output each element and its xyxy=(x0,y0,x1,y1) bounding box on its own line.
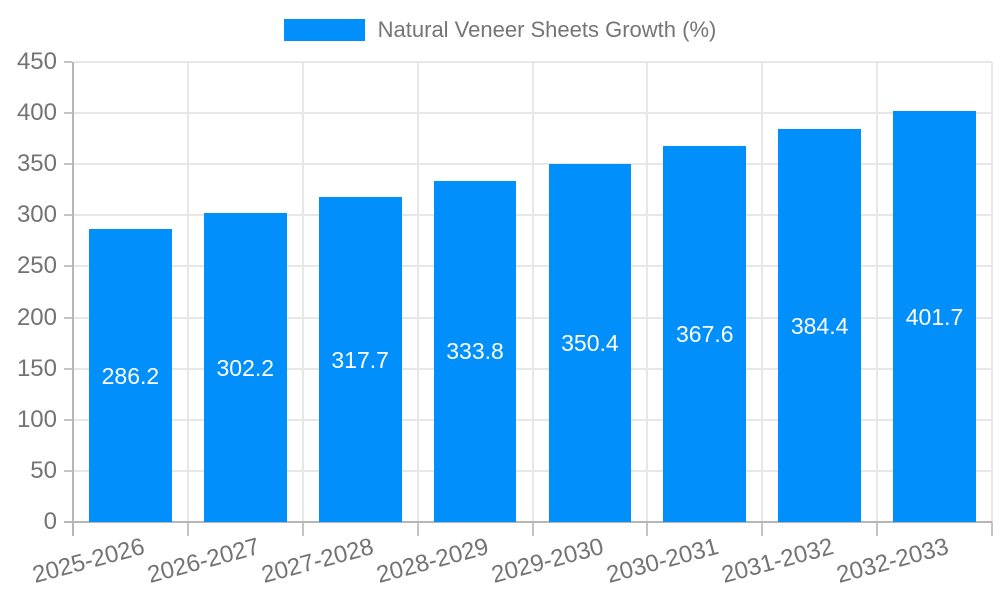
y-axis-tick-label: 0 xyxy=(43,508,57,535)
legend: Natural Veneer Sheets Growth (%) xyxy=(0,17,1000,43)
y-axis-tick-label: 450 xyxy=(16,48,57,75)
y-axis-tick xyxy=(64,61,72,63)
x-axis-tick xyxy=(761,522,764,536)
x-axis-tick xyxy=(876,522,879,536)
bar[interactable] xyxy=(203,213,287,522)
gridline-vertical xyxy=(761,62,764,522)
bar-value-label: 286.2 xyxy=(101,362,160,389)
y-axis-tick xyxy=(64,112,72,115)
y-axis-tick-label: 350 xyxy=(16,150,57,178)
x-axis-tick xyxy=(646,522,649,536)
gridline-vertical xyxy=(991,62,993,522)
y-axis-tick-label: 300 xyxy=(16,201,57,229)
x-axis-label: 2028-2029 xyxy=(373,533,492,589)
x-axis-label: 2030-2031 xyxy=(603,533,722,589)
gridline-vertical xyxy=(301,62,304,522)
bar-value-label: 317.7 xyxy=(331,346,389,373)
x-axis-tick xyxy=(416,522,419,536)
y-axis-tick-label: 100 xyxy=(16,405,57,433)
legend-label: Natural Veneer Sheets Growth (%) xyxy=(377,17,717,42)
x-axis-label: 2029-2030 xyxy=(488,533,607,589)
bar[interactable] xyxy=(778,129,862,522)
gridline-vertical xyxy=(531,62,534,522)
y-axis-tick xyxy=(64,469,72,472)
bar[interactable] xyxy=(893,111,976,522)
x-axis-tick xyxy=(531,522,534,536)
y-axis-tick-label: 200 xyxy=(16,303,57,331)
bar-value-label: 333.8 xyxy=(446,338,504,365)
y-axis-tick-label: 250 xyxy=(16,252,57,280)
x-axis-label: 2025-2026 xyxy=(29,533,148,589)
x-axis-label: 2031-2032 xyxy=(718,533,837,589)
y-axis-tick xyxy=(64,265,72,268)
x-axis-label: 2027-2028 xyxy=(259,533,377,589)
y-axis-tick-label: 400 xyxy=(16,99,57,127)
gridline-vertical xyxy=(186,62,189,522)
y-axis-line xyxy=(72,62,74,536)
y-axis-tick-label: 50 xyxy=(30,456,57,484)
bar[interactable] xyxy=(548,163,632,522)
x-axis-tick xyxy=(186,522,189,536)
bar-value-label: 367.6 xyxy=(676,321,734,348)
gridline-vertical xyxy=(416,62,419,522)
y-axis-tick xyxy=(64,163,72,166)
bar[interactable] xyxy=(663,146,747,522)
bar-value-label: 384.4 xyxy=(790,312,849,339)
y-axis-tick xyxy=(64,316,72,319)
legend-item[interactable]: Natural Veneer Sheets Growth (%) xyxy=(283,17,717,43)
legend-swatch xyxy=(283,19,365,41)
x-axis-label: 2032-2033 xyxy=(833,533,952,589)
x-axis-label: 2026-2027 xyxy=(144,533,263,589)
bar[interactable] xyxy=(433,180,517,522)
bar[interactable] xyxy=(318,197,402,522)
bar[interactable] xyxy=(89,229,172,522)
x-axis-tick xyxy=(991,522,993,536)
gridline-vertical xyxy=(646,62,649,522)
bar-value-label: 350.4 xyxy=(561,329,619,356)
y-axis-tick-label: 150 xyxy=(16,354,57,382)
y-axis-tick xyxy=(64,214,72,217)
bar-value-label: 401.7 xyxy=(905,303,964,330)
y-axis-tick xyxy=(64,418,72,421)
x-axis-line xyxy=(64,521,992,523)
bar-value-label: 302.2 xyxy=(216,354,275,381)
x-axis-tick xyxy=(301,522,304,536)
gridline-vertical xyxy=(876,62,879,522)
y-axis-tick xyxy=(64,367,72,370)
